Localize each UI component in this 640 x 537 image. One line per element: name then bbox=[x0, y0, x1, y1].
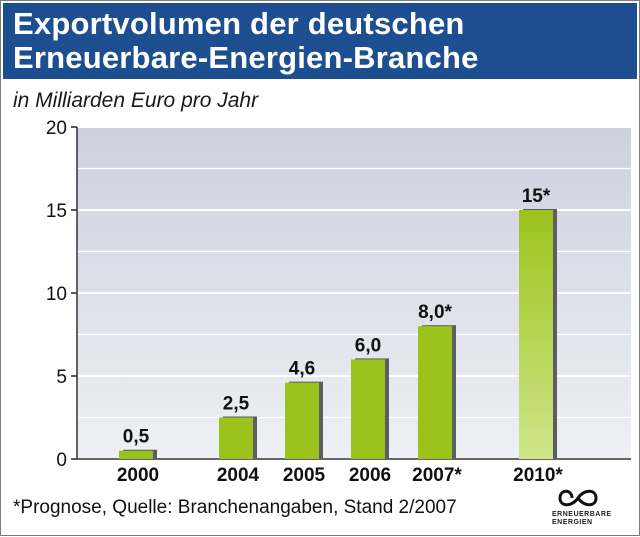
bar-value-label: 2,5 bbox=[223, 394, 250, 415]
y-tick-label: 0 bbox=[56, 450, 67, 471]
bar-value-label: 8,0* bbox=[418, 302, 452, 323]
infinity-logo-icon bbox=[558, 489, 598, 507]
footnote: *Prognose, Quelle: Branchenangaben, Stan… bbox=[13, 497, 457, 518]
bar bbox=[418, 326, 452, 459]
bar bbox=[119, 450, 153, 459]
bar-value-label: 0,5 bbox=[123, 427, 150, 448]
logo: ERNEUERBARE ENERGIEN bbox=[552, 485, 628, 529]
x-tick-label: 2007* bbox=[412, 465, 462, 486]
y-tick-label: 10 bbox=[46, 284, 67, 305]
bar bbox=[519, 210, 553, 459]
y-tick-label: 5 bbox=[56, 367, 67, 388]
bar bbox=[219, 417, 253, 459]
x-tick-label: 2010* bbox=[513, 465, 563, 486]
bar-value-label: 4,6 bbox=[289, 359, 315, 380]
bar-value-label: 15* bbox=[522, 186, 551, 207]
x-tick-label: 2005 bbox=[283, 465, 326, 486]
bar-value-label: 6,0 bbox=[355, 335, 381, 356]
y-tick-label: 15 bbox=[46, 201, 67, 222]
x-tick-label: 2006 bbox=[349, 465, 391, 486]
x-tick-label: 2004 bbox=[217, 465, 260, 486]
chart-title: Exportvolumen der deutschen Erneuerbare-… bbox=[13, 6, 479, 75]
x-tick-label: 2000 bbox=[117, 465, 159, 486]
bar bbox=[285, 382, 319, 459]
chart-subtitle: in Milliarden Euro pro Jahr bbox=[13, 89, 259, 112]
logo-text: ERNEUERBARE ENERGIEN bbox=[552, 511, 612, 526]
y-tick-label: 20 bbox=[46, 118, 67, 139]
title-banner: Exportvolumen der deutschen Erneuerbare-… bbox=[3, 3, 637, 79]
bar bbox=[351, 359, 385, 459]
